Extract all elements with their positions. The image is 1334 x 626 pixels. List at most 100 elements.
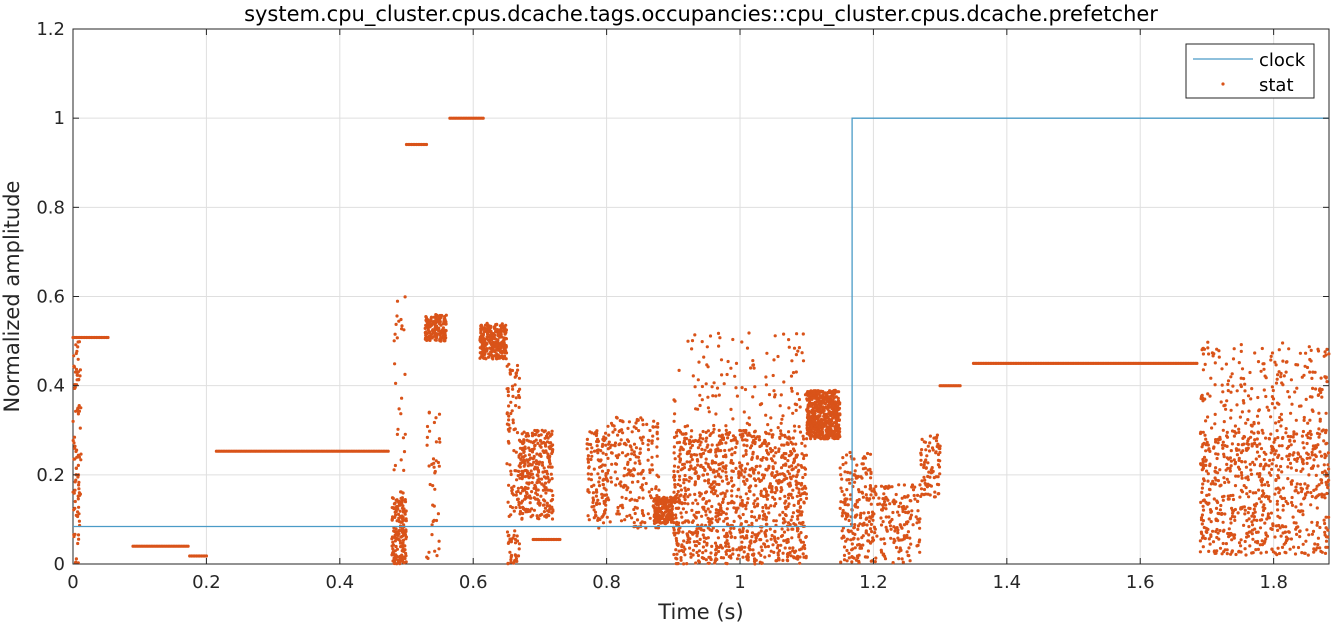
stat-point	[676, 561, 680, 566]
stat-point	[845, 488, 849, 492]
stat-point	[791, 488, 795, 492]
stat-point	[765, 351, 769, 355]
stat-point	[836, 400, 840, 405]
stat-point	[500, 325, 504, 329]
stat-point	[393, 501, 397, 505]
stat-point	[842, 553, 847, 558]
stat-point	[857, 560, 861, 565]
stat-point	[893, 529, 897, 533]
stat-point	[589, 450, 593, 454]
stat-point	[1312, 547, 1316, 551]
stat-point	[1327, 467, 1331, 471]
stat-point	[623, 466, 627, 470]
stat-point	[627, 468, 631, 472]
stat-point	[596, 498, 600, 502]
stat-point	[670, 499, 674, 503]
stat-point	[702, 355, 706, 359]
stat-point	[520, 472, 524, 476]
stat-point	[1237, 541, 1242, 545]
stat-point	[687, 439, 692, 443]
stat-point	[834, 436, 838, 440]
stat-point	[744, 507, 748, 511]
stat-point	[1262, 465, 1266, 469]
stat-point	[682, 466, 687, 470]
stat-point	[395, 336, 399, 340]
stat-point	[712, 381, 716, 385]
stat-point	[828, 425, 832, 429]
stat-point	[1244, 486, 1248, 490]
stat-point	[530, 431, 535, 435]
stat-point	[728, 549, 732, 553]
stat-point	[391, 540, 395, 544]
stat-point	[628, 457, 632, 462]
stat-point	[1213, 482, 1217, 486]
stat-point	[721, 469, 725, 473]
stat-point	[780, 527, 784, 531]
stat-point	[693, 467, 697, 471]
stat-point	[665, 514, 669, 518]
stat-point	[740, 501, 744, 505]
stat-point	[836, 396, 840, 400]
stat-point	[1294, 468, 1298, 472]
stat-point	[686, 450, 690, 454]
stat-point	[779, 421, 783, 425]
stat-point	[1292, 545, 1296, 549]
stat-point	[875, 534, 879, 538]
stat-point	[430, 523, 434, 527]
stat-point	[889, 527, 893, 531]
stat-point	[591, 491, 596, 495]
stat-point	[77, 480, 81, 484]
stat-point	[793, 429, 797, 433]
stat-point	[601, 442, 605, 446]
stat-point	[1246, 478, 1250, 482]
stat-point	[655, 473, 659, 477]
stat-point	[824, 433, 828, 437]
stat-point	[549, 472, 553, 476]
stat-point	[803, 472, 807, 477]
stat-point	[830, 407, 834, 411]
stat-point	[821, 396, 825, 400]
stat-point	[428, 321, 432, 326]
stat-point	[837, 427, 841, 431]
stat-point	[1300, 551, 1304, 555]
stat-point	[759, 458, 763, 462]
stat-point	[1326, 451, 1330, 455]
stat-point	[739, 495, 743, 499]
stat-point	[550, 505, 554, 509]
stat-point	[1287, 444, 1291, 449]
stat-point	[533, 433, 538, 437]
stat-point	[1275, 429, 1279, 433]
stat-point	[672, 445, 677, 449]
stat-point	[753, 468, 757, 472]
stat-point	[507, 483, 511, 487]
stat-point	[1246, 510, 1250, 515]
stat-point	[845, 453, 849, 457]
stat-point	[1245, 531, 1249, 536]
stat-point	[1223, 548, 1227, 552]
stat-point	[764, 522, 769, 527]
stat-point	[535, 493, 540, 497]
stat-point	[1286, 457, 1291, 462]
stat-point	[776, 553, 780, 557]
stat-point	[1247, 495, 1251, 499]
stat-point	[1255, 443, 1259, 447]
stat-point	[855, 463, 859, 467]
stat-point	[832, 390, 836, 394]
stat-point	[398, 541, 403, 545]
stat-point	[1256, 547, 1260, 552]
stat-point	[725, 489, 729, 493]
stat-point	[545, 434, 549, 438]
stat-point	[547, 514, 551, 518]
stat-point	[712, 468, 716, 472]
stat-point	[774, 540, 778, 544]
stat-point	[597, 526, 601, 530]
stat-point	[734, 445, 738, 449]
stat-point	[1225, 462, 1229, 466]
stat-point	[399, 514, 403, 519]
stat-point	[850, 560, 854, 564]
stat-point	[699, 440, 703, 444]
stat-point	[706, 516, 710, 521]
stat-point	[678, 457, 683, 461]
stat-point	[426, 556, 430, 561]
stat-point	[502, 350, 506, 354]
